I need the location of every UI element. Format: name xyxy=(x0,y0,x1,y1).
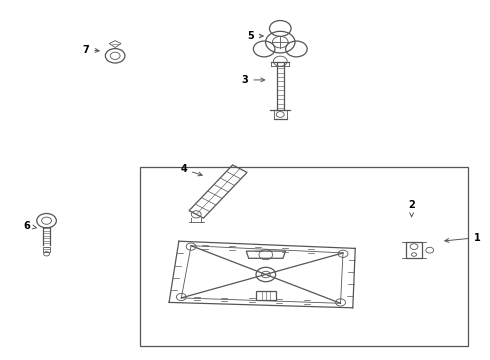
Text: 1: 1 xyxy=(445,233,481,243)
Bar xyxy=(406,242,422,258)
Bar xyxy=(43,247,50,252)
Text: 4: 4 xyxy=(180,164,202,176)
Bar xyxy=(140,167,468,346)
Text: 2: 2 xyxy=(408,200,415,217)
Text: 7: 7 xyxy=(82,45,99,55)
Text: 3: 3 xyxy=(242,75,265,85)
Text: 5: 5 xyxy=(247,31,263,41)
Text: 6: 6 xyxy=(24,221,36,231)
